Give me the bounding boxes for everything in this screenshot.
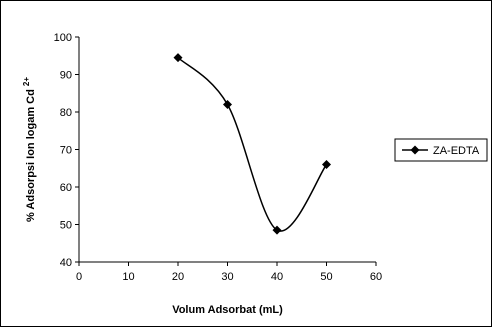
series-line <box>177 57 328 232</box>
data-point-diamond <box>322 160 331 169</box>
y-ticks: 40 50 60 70 80 90 100 <box>54 32 79 269</box>
y-axis-label-superscript: 2+ <box>22 77 31 86</box>
x-tick-label: 40 <box>271 271 283 283</box>
legend-box <box>394 138 488 162</box>
y-tick-label: 40 <box>60 257 72 269</box>
legend-diamond-marker <box>410 145 420 155</box>
series-layer <box>173 53 331 235</box>
x-tick-label: 0 <box>76 271 82 283</box>
x-ticks: 0 10 20 30 40 50 60 <box>76 262 382 283</box>
data-point-diamond <box>173 53 183 63</box>
y-axis-label: % Adsorpsi Ion logam Cd 2+ <box>22 77 37 222</box>
data-point-diamond <box>272 225 282 235</box>
x-tick-label: 30 <box>221 271 233 283</box>
y-axis-label-main: % Adsorpsi Ion logam Cd <box>25 89 37 222</box>
x-tick-label: 60 <box>370 271 382 283</box>
y-tick-label: 50 <box>60 220 72 232</box>
y-tick-label: 80 <box>60 107 72 119</box>
x-tick-label: 10 <box>122 271 134 283</box>
x-axis-label: Volum Adsorbat (mL) <box>172 304 283 316</box>
y-tick-label: 90 <box>60 70 72 82</box>
chart-axes <box>78 37 376 263</box>
legend: ZA-EDTA <box>394 138 488 162</box>
data-point-diamond <box>223 100 232 109</box>
y-tick-label: 60 <box>60 182 72 194</box>
y-tick-label: 100 <box>54 32 72 44</box>
legend-label: ZA-EDTA <box>433 145 480 157</box>
y-tick-label: 70 <box>60 145 72 157</box>
x-tick-label: 50 <box>320 271 332 283</box>
x-tick-label: 20 <box>172 271 184 283</box>
